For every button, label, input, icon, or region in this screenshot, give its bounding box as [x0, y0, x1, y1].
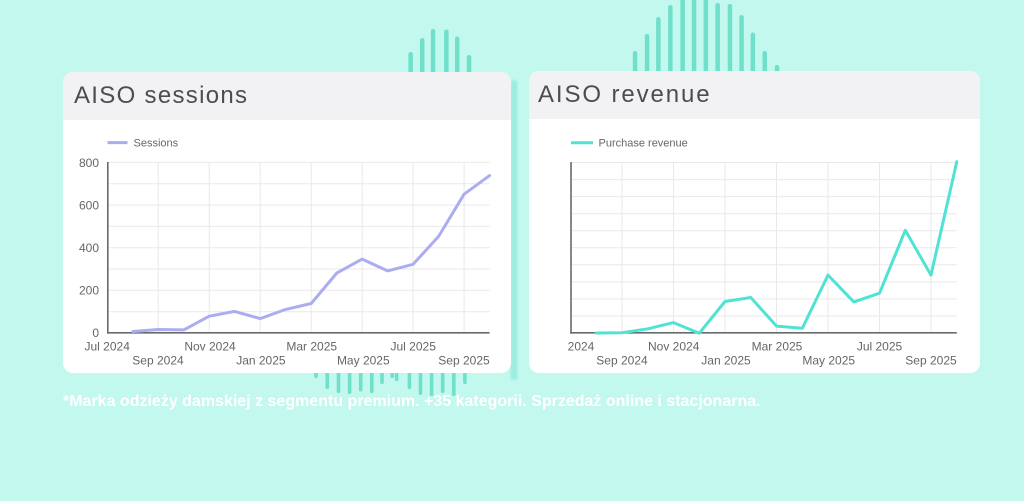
- svg-text:Jul 2025: Jul 2025: [391, 339, 437, 353]
- svg-text:0: 0: [92, 326, 99, 340]
- svg-text:Nov 2024: Nov 2024: [184, 339, 236, 353]
- svg-text:Purchase revenue: Purchase revenue: [599, 138, 688, 150]
- svg-text:400: 400: [79, 241, 99, 255]
- svg-text:Nov 2024: Nov 2024: [648, 339, 700, 353]
- svg-text:Jan 2025: Jan 2025: [701, 354, 751, 368]
- svg-text:Jan 2025: Jan 2025: [236, 354, 286, 368]
- svg-text:Sep 2025: Sep 2025: [438, 354, 490, 368]
- svg-text:Mar 2025: Mar 2025: [286, 339, 337, 353]
- svg-text:800: 800: [79, 156, 99, 170]
- svg-text:Sessions: Sessions: [134, 137, 179, 149]
- svg-text:Jul 2024: Jul 2024: [85, 339, 131, 353]
- svg-text:May 2025: May 2025: [337, 354, 390, 368]
- svg-text:May 2025: May 2025: [802, 354, 855, 368]
- svg-text:600: 600: [79, 198, 99, 212]
- svg-text:Mar 2025: Mar 2025: [752, 339, 803, 353]
- svg-text:2024: 2024: [568, 339, 595, 353]
- svg-text:Sep 2025: Sep 2025: [905, 354, 957, 368]
- svg-text:Sep 2024: Sep 2024: [132, 354, 184, 368]
- svg-text:Jul 2025: Jul 2025: [857, 339, 903, 353]
- svg-text:200: 200: [79, 283, 99, 297]
- svg-text:Sep 2024: Sep 2024: [596, 354, 648, 368]
